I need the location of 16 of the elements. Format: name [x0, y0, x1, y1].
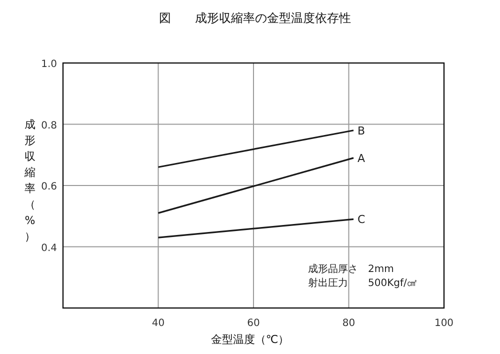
y-tick-label: 0.4 — [41, 242, 57, 254]
series-label: C — [358, 213, 366, 226]
annotation: 射出圧力 500Kgf/㎠ — [308, 277, 417, 289]
y-tick-label: 0.6 — [41, 182, 57, 192]
x-tick-label: 80 — [342, 318, 356, 329]
y-tick-label: 1.0 — [41, 59, 57, 70]
x-axis-title: 金型温度（℃） — [210, 333, 290, 346]
chart-title: 図 成形収縮率の金型温度依存性 — [159, 11, 351, 25]
x-tick-label: 100 — [434, 318, 454, 329]
y-axis-title: 成形収縮率（%） — [24, 118, 36, 243]
x-tick-label: 40 — [152, 318, 165, 329]
x-tick-label: 60 — [247, 318, 260, 329]
y-tick-label: 0.8 — [41, 120, 57, 132]
annotation: 成形品厚さ 2mm — [308, 263, 394, 275]
series-label: A — [358, 152, 366, 165]
series-label: B — [358, 124, 366, 138]
